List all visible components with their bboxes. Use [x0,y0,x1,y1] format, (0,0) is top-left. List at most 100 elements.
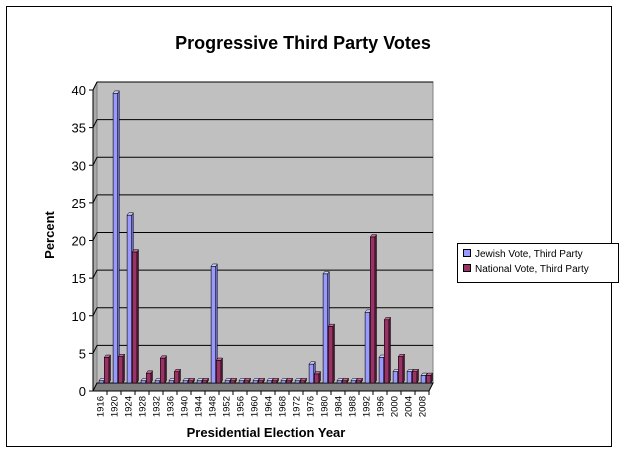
jewish-vote-bar [196,380,203,384]
x-tick-label: 1984 [334,396,345,417]
legend-item-jewish-vote: Jewish Vote, Third Party [458,247,618,262]
gridline-depth [92,232,98,241]
national-vote-bar [285,380,292,384]
national-vote-bar [174,371,180,384]
x-tick-label: 1988 [348,396,359,417]
gridline-depth [92,307,98,316]
national-vote-bar [257,380,264,384]
x-tick-label: 1952 [222,396,233,417]
national-vote-bar [104,357,110,384]
jewish-vote-bar [140,380,147,384]
x-tick-label: 2000 [390,396,401,417]
plot-floor [92,382,434,392]
national-vote-bar [216,360,222,384]
y-tick-label: 35 [72,121,86,136]
x-tick-label: 1992 [362,396,373,417]
y-tick-label: 20 [72,234,86,249]
x-tick-label: 1968 [278,396,289,417]
national-vote-bar [327,326,334,384]
jewish-vote-bar [322,273,329,384]
national-vote-bar [313,373,320,384]
jewish-vote-bar [294,380,301,384]
x-tick-label: 1928 [138,396,149,417]
jewish-vote-bar [224,380,231,384]
national-vote-bar [383,319,390,384]
national-vote-bar [299,380,306,384]
chart-legend: Jewish Vote, Third Party National Vote, … [457,243,619,283]
x-tick-label: 1944 [194,396,205,417]
national-vote-bar [341,380,348,384]
legend-label-national-vote: National Vote, Third Party [475,264,589,275]
y-tick-label: 10 [72,309,86,324]
jewish-vote-bar [350,380,357,384]
x-tick-label: 2008 [418,396,429,417]
y-tick-label: 0 [79,384,86,399]
y-tick-label: 30 [72,158,86,173]
x-tick-label: 1980 [320,396,331,417]
x-tick-label: 1956 [236,396,247,417]
national-vote-bar [202,380,208,384]
national-vote-bar [118,356,124,384]
jewish-vote-bar [238,380,245,384]
gridline-depth [92,269,98,279]
x-tick-label: 2004 [404,396,415,417]
jewish-vote-bar [168,380,175,384]
jewish-vote-bar [266,380,273,384]
x-tick-label: 1936 [166,396,177,417]
gridline-depth [92,345,98,354]
legend-item-national-vote: National Vote, Third Party [458,262,618,277]
gridline-depth [92,81,98,91]
y-tick-label: 15 [72,271,86,286]
national-vote-bar [188,380,194,384]
jewish-vote-bar [154,380,161,384]
jewish-vote-bar [280,380,287,384]
national-vote-bar [146,372,152,384]
jewish-vote-bar [98,380,104,384]
x-tick-label: 1948 [208,396,219,417]
national-vote-bar [425,375,432,384]
y-tick-label: 25 [72,196,86,211]
national-vote-bar [244,380,250,384]
gridline-depth [92,194,98,204]
jewish-vote-bar [210,266,217,384]
jewish-vote-bar [182,380,189,384]
x-tick-label: 1940 [180,396,191,417]
jewish-vote-bar [252,380,259,384]
legend-swatch-jewish-vote [463,249,471,257]
jewish-vote-bar [406,371,413,384]
y-tick-label: 5 [79,346,86,361]
y-tick-label: 40 [72,83,86,98]
gridline-depth [92,157,98,166]
national-vote-bar [411,371,418,384]
x-tick-label: 1964 [264,396,275,417]
x-tick-label: 1920 [110,396,121,417]
national-vote-bar [160,357,166,384]
x-tick-label: 1960 [250,396,261,417]
jewish-vote-bar [392,371,399,384]
national-vote-bar [355,380,362,384]
national-vote-bar [397,356,404,384]
jewish-vote-bar [336,380,343,384]
national-vote-bar [230,380,236,384]
x-tick-label: 1924 [124,396,135,417]
x-tick-label: 1996 [376,396,387,417]
jewish-vote-bar [420,375,427,384]
legend-swatch-national-vote [463,264,471,272]
jewish-vote-bar [378,357,385,384]
y-axis-label: Percent [42,210,57,258]
jewish-vote-bar [308,363,315,384]
x-tick-label: 1932 [152,396,163,417]
x-tick-label: 1972 [292,396,303,417]
x-tick-label: 1976 [306,396,317,417]
jewish-vote-bar [364,311,371,384]
x-tick-label: 1916 [96,396,107,417]
gridline-depth [92,119,98,128]
x-axis-label: Presidential Election Year [187,425,346,440]
legend-label-jewish-vote: Jewish Vote, Third Party [475,249,583,260]
chart-title: Progressive Third Party Votes [175,33,431,53]
jewish-vote-bar [126,214,132,384]
jewish-vote-bar [112,92,118,384]
national-vote-bar [271,380,278,384]
national-vote-bar [369,236,376,384]
